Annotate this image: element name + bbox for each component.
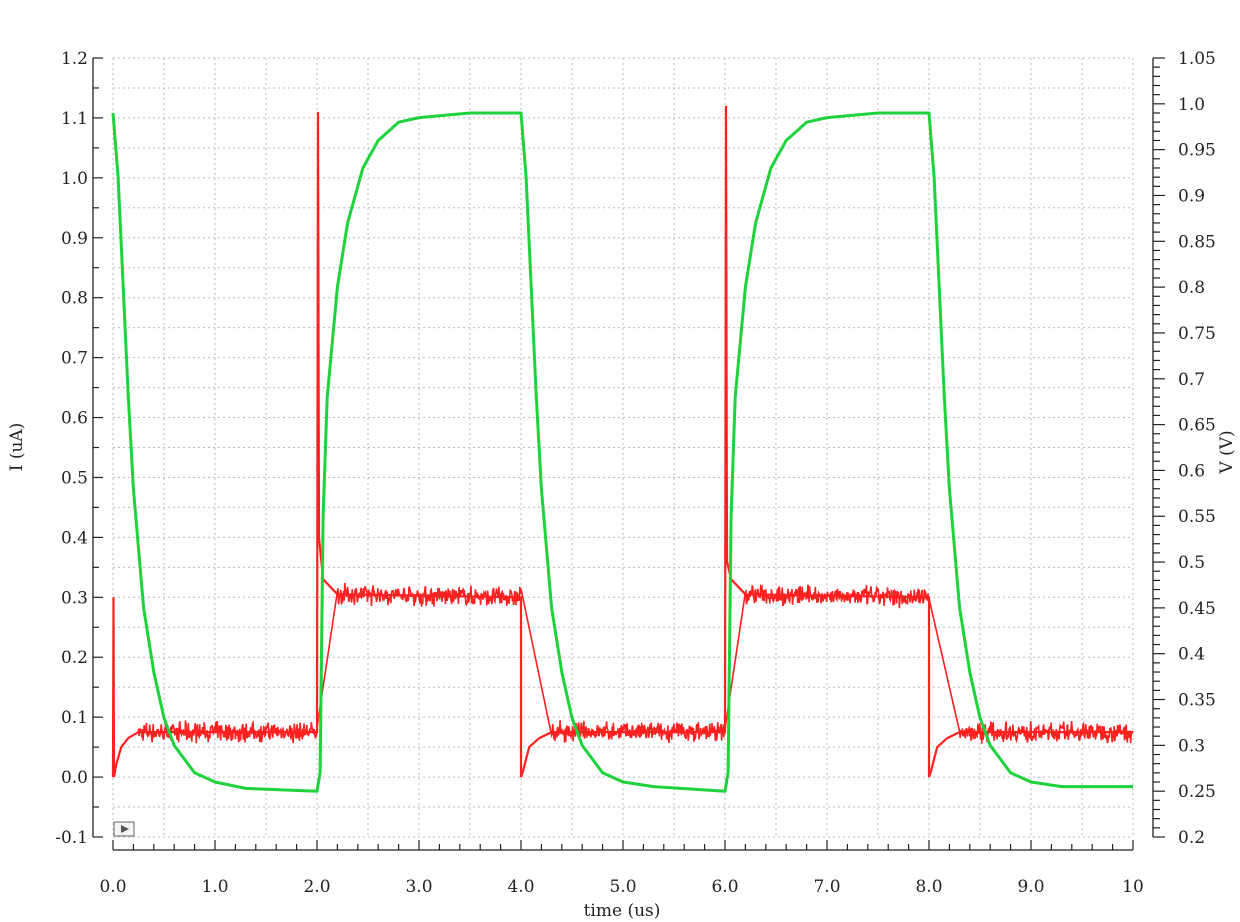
y-tick-label: 0.1 — [61, 708, 88, 728]
x-tick-label: 8.0 — [915, 877, 942, 897]
x-tick-label: 7.0 — [813, 877, 840, 897]
y-axis-title-right: V (V) — [1217, 430, 1237, 474]
y2-tick-label: 0.4 — [1178, 645, 1205, 665]
x-tick-label: 9.0 — [1017, 877, 1044, 897]
current-series-line — [111, 105, 1133, 778]
play-icon — [121, 825, 129, 833]
voltage-series-line — [111, 111, 1133, 793]
y-tick-label: 0.5 — [61, 468, 88, 488]
current-noise-band — [137, 582, 1134, 744]
y-tick-label: 0.9 — [61, 229, 88, 249]
y2-tick-label: 0.55 — [1178, 507, 1216, 527]
x-axis-title: time (us) — [584, 901, 661, 921]
y2-tick-label: 0.95 — [1178, 141, 1216, 161]
y2-tick-label: 0.3 — [1178, 736, 1205, 756]
y-tick-label: 0.2 — [61, 648, 88, 668]
series-layer — [111, 105, 1134, 793]
x-tick-label: 4.0 — [507, 877, 534, 897]
y-tick-label: 1.2 — [61, 49, 88, 69]
y2-tick-label: 0.8 — [1178, 278, 1205, 298]
y2-tick-label: 0.65 — [1178, 416, 1216, 436]
y2-tick-label: 0.35 — [1178, 691, 1216, 711]
x-tick-label: 3.0 — [405, 877, 432, 897]
x-tick-label: 2.0 — [303, 877, 330, 897]
y2-tick-label: 0.2 — [1178, 828, 1205, 848]
y-tick-label: 1.1 — [61, 109, 88, 129]
y-tick-label: 0.6 — [61, 409, 88, 429]
y2-tick-label: 0.5 — [1178, 553, 1205, 573]
axes — [92, 57, 1165, 851]
tick-labels: 0.0 1.0 2.0 3.0 4.0 5.0 6.0 7.0 8.0 9.0 10 -0.1 0.0 0… — [55, 49, 1216, 897]
y2-tick-label: 0.25 — [1178, 782, 1216, 802]
y2-tick-label: 0.9 — [1178, 186, 1205, 206]
y2-tick-label: 0.6 — [1178, 461, 1205, 481]
y2-tick-label: 1.05 — [1178, 49, 1216, 69]
y2-tick-label: 0.45 — [1178, 599, 1216, 619]
y2-tick-label: 0.75 — [1178, 324, 1216, 344]
y-tick-label: 0.4 — [61, 528, 88, 548]
grid-lines — [112, 57, 1134, 838]
y-axis-title-left: I (uA) — [7, 423, 27, 472]
y-tick-label: 1.0 — [61, 169, 88, 189]
y-tick-label: 0.7 — [61, 349, 88, 369]
x-tick-label: 6.0 — [711, 877, 738, 897]
x-tick-label: 1.0 — [201, 877, 228, 897]
y-tick-label: 0.0 — [61, 768, 88, 788]
x-tick-label: 5.0 — [609, 877, 636, 897]
x-tick-label: 10 — [1122, 877, 1144, 897]
play-button[interactable] — [113, 821, 135, 837]
y2-tick-label: 0.85 — [1178, 232, 1216, 252]
x-tick-label: 0.0 — [99, 877, 126, 897]
y-tick-label: -0.1 — [55, 828, 88, 848]
y-tick-label: 0.8 — [61, 289, 88, 309]
y-tick-label: 0.3 — [61, 588, 88, 608]
y2-tick-label: 1.0 — [1178, 95, 1205, 115]
y2-tick-label: 0.7 — [1178, 370, 1205, 390]
